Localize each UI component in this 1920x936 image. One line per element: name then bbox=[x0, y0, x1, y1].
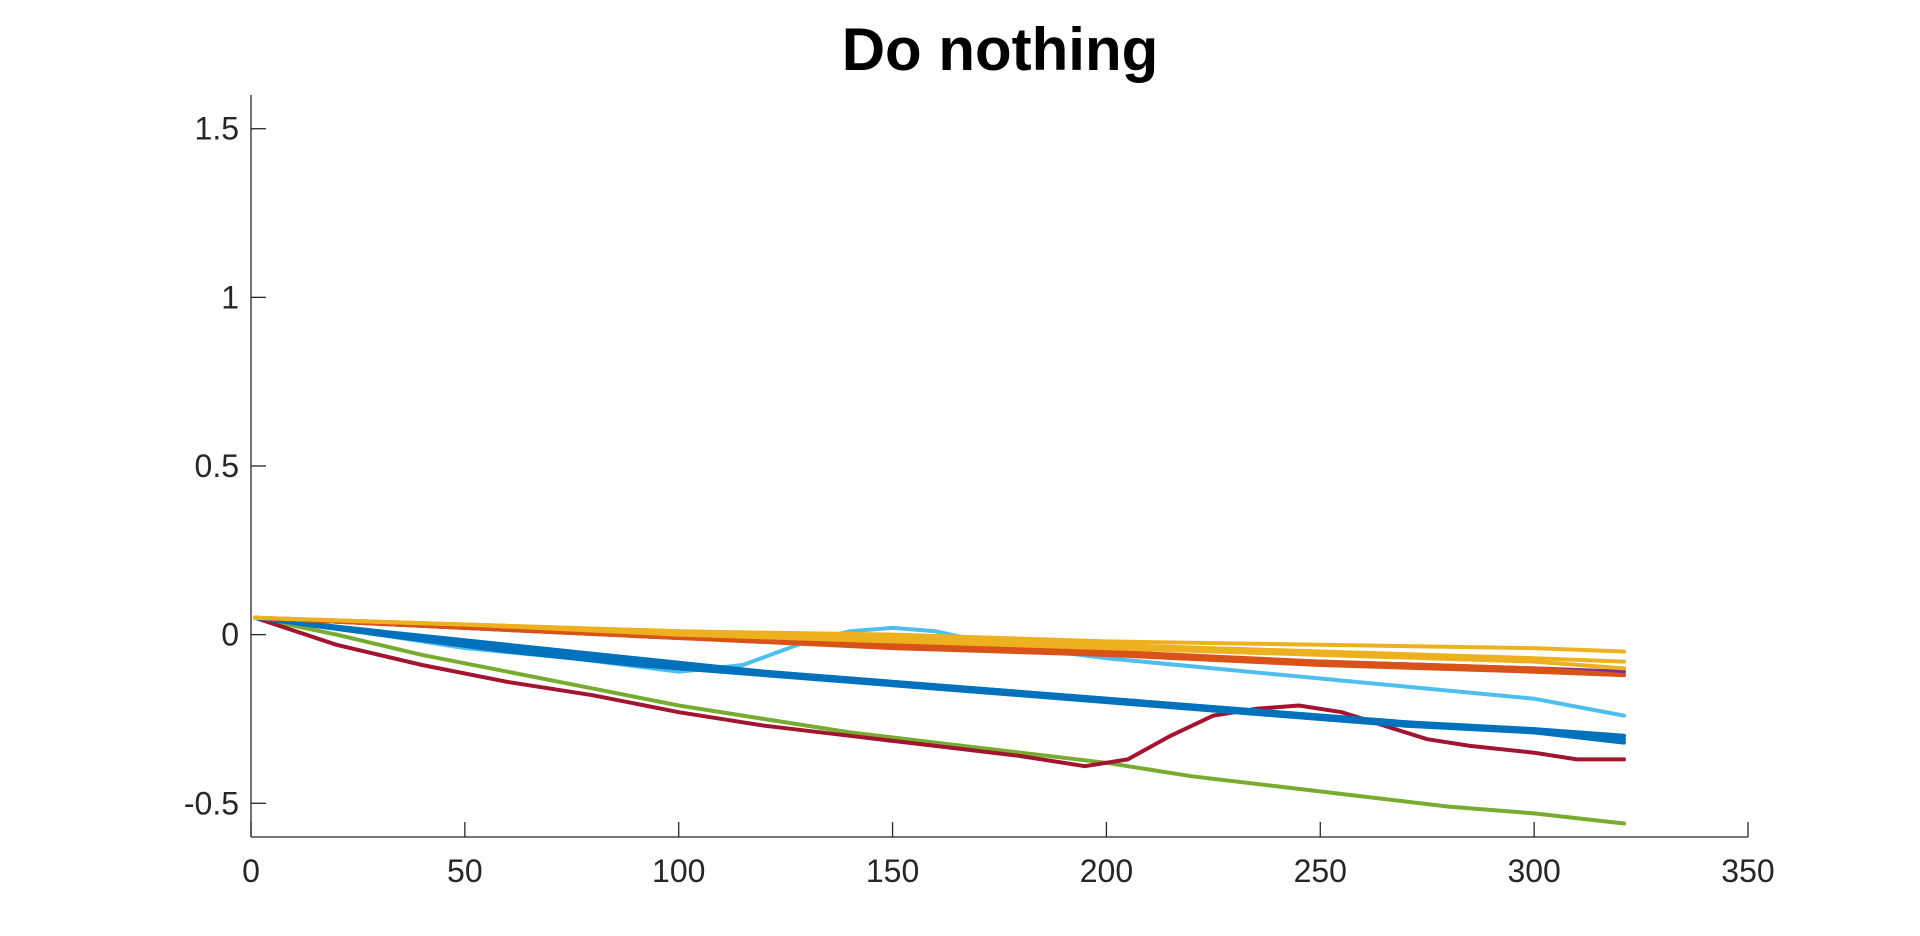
series-line-6 bbox=[253, 615, 1626, 742]
series-line-2 bbox=[253, 615, 1626, 769]
y-tick-label: 1 bbox=[221, 279, 239, 315]
x-tick-label: 350 bbox=[1721, 853, 1774, 889]
x-tick-label: 200 bbox=[1080, 853, 1133, 889]
x-tick-label: 250 bbox=[1294, 853, 1347, 889]
x-tick-label: 150 bbox=[866, 853, 919, 889]
chart-title: Do nothing bbox=[842, 16, 1159, 83]
series-line-1 bbox=[253, 615, 1626, 826]
y-tick-label: 0.5 bbox=[195, 448, 239, 484]
series-line-12 bbox=[253, 615, 1626, 671]
axes: 0 50 100 150 200 250 300 350-0.500.511.5 bbox=[184, 95, 1775, 889]
y-tick-label: -0.5 bbox=[184, 785, 239, 821]
series-group bbox=[253, 615, 1626, 826]
series-line-5 bbox=[253, 615, 1626, 745]
series-line-9 bbox=[253, 615, 1626, 678]
x-tick-label: 50 bbox=[447, 853, 483, 889]
x-tick-label: 100 bbox=[652, 853, 705, 889]
x-tick-label: 300 bbox=[1507, 853, 1560, 889]
x-tick-label: 0 bbox=[242, 853, 260, 889]
y-tick-label: 1.5 bbox=[195, 111, 239, 147]
y-tick-label: 0 bbox=[221, 617, 239, 653]
